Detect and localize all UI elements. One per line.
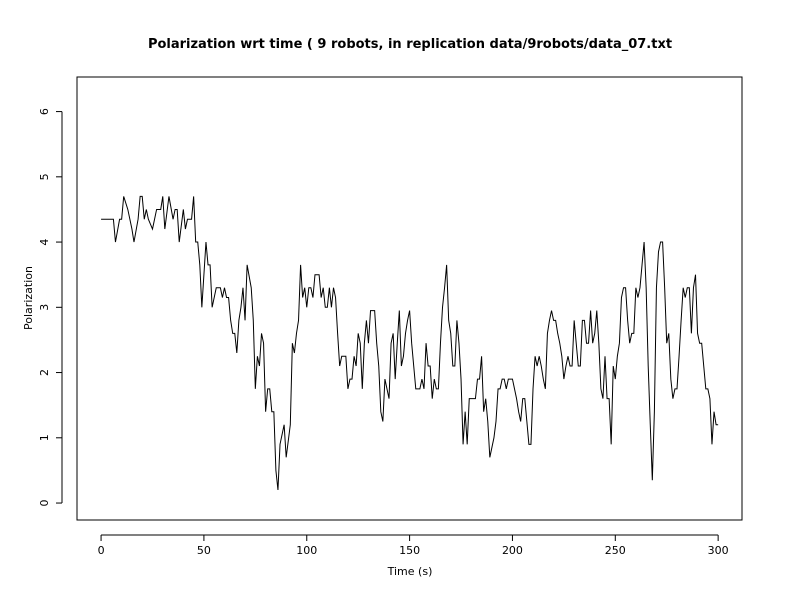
- y-tick-label: 4: [38, 239, 51, 246]
- y-tick-label: 6: [38, 108, 51, 115]
- x-tick-label: 0: [98, 544, 105, 557]
- x-tick-label: 100: [296, 544, 317, 557]
- chart-title: Polarization wrt time ( 9 robots, in rep…: [148, 37, 672, 52]
- y-tick-label: 5: [38, 173, 51, 180]
- y-tick-label: 2: [38, 369, 51, 376]
- y-axis-label: Polarization: [22, 266, 35, 330]
- x-tick-label: 150: [399, 544, 420, 557]
- y-tick-label: 1: [38, 434, 51, 441]
- x-tick-label: 50: [197, 544, 211, 557]
- y-tick-label: 3: [38, 304, 51, 311]
- data-line: [101, 195, 719, 491]
- x-axis-label: Time (s): [387, 565, 433, 578]
- x-tick-label: 250: [605, 544, 626, 557]
- y-tick-label: 0: [38, 500, 51, 507]
- plot-frame: [76, 76, 743, 521]
- x-tick-label: 200: [502, 544, 523, 557]
- x-tick-label: 300: [708, 544, 729, 557]
